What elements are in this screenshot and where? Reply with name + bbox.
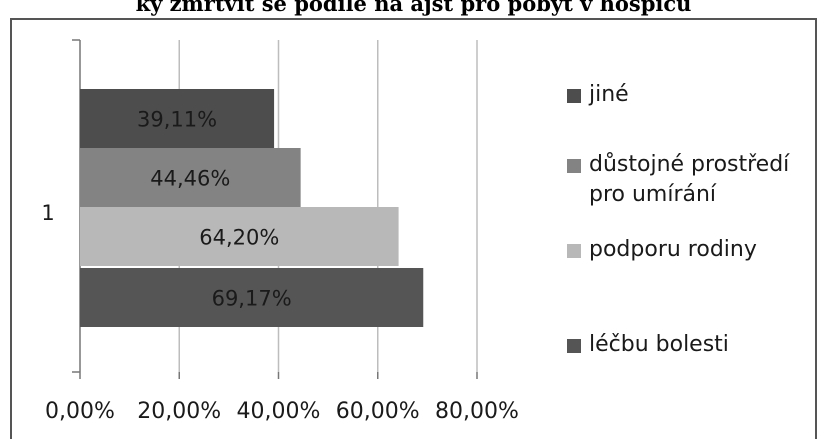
x-tick-label-3: 60,00% xyxy=(336,399,420,424)
legend-swatch-1 xyxy=(567,159,581,173)
x-tick-label-0: 0,00% xyxy=(45,399,115,424)
legend-swatch-2 xyxy=(567,244,581,258)
bar-0 xyxy=(80,268,424,327)
legend-swatch-0 xyxy=(567,89,581,103)
bar-2 xyxy=(80,148,301,207)
chart-frame xyxy=(10,18,817,439)
x-tick-label-1: 20,00% xyxy=(137,399,221,424)
bar-1 xyxy=(80,207,399,266)
legend-label-1: důstojné prostředí pro umírání xyxy=(589,152,790,207)
bar-label-3: 39,11% xyxy=(137,108,217,132)
bar-label-2: 44,46% xyxy=(150,167,230,191)
legend-label-2: podporu rodiny xyxy=(589,237,757,262)
bar-label-1: 64,20% xyxy=(199,226,279,250)
bar-label-0: 69,17% xyxy=(212,287,292,311)
legend-label-3: léčbu bolesti xyxy=(589,332,729,357)
chart-title: ky zmrtvit se podíle na ajst pro pobyt v… xyxy=(135,0,692,16)
bar-3 xyxy=(80,89,275,148)
legend-label-0: jiné xyxy=(589,82,629,107)
x-tick-label-2: 40,00% xyxy=(237,399,321,424)
x-tick-label-4: 80,00% xyxy=(435,399,519,424)
legend-swatch-3 xyxy=(567,339,581,353)
category-label-0: 1 xyxy=(41,201,54,225)
